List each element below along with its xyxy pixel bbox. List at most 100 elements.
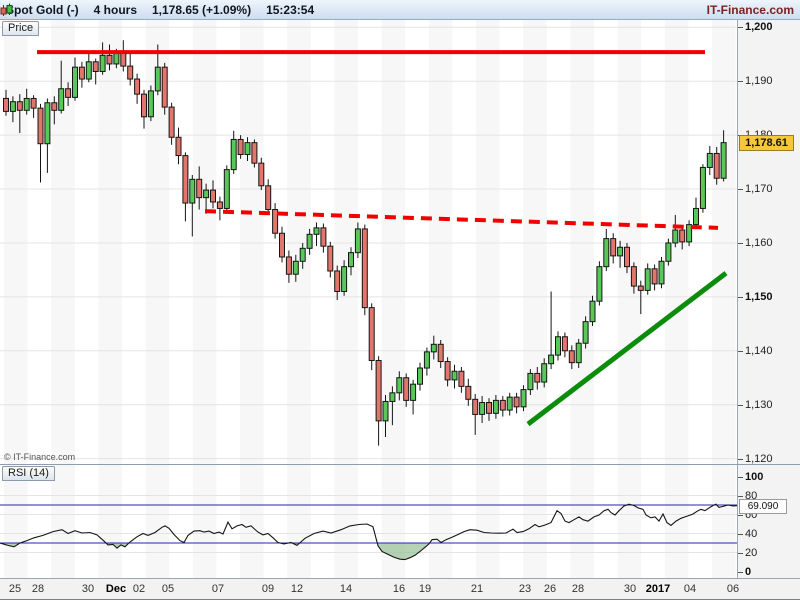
timeframe-label: 4 hours (93, 2, 137, 17)
bullish-candle (306, 233, 313, 249)
bearish-candle (106, 54, 113, 65)
day-stripe (240, 20, 264, 464)
bearish-candle (210, 189, 216, 203)
day-stripe (476, 20, 500, 464)
axis-tick (738, 458, 743, 460)
bearish-candle (458, 370, 465, 387)
rsi-indicator-plot[interactable] (0, 465, 737, 578)
day-stripe (570, 465, 594, 578)
bullish-candle (203, 189, 210, 199)
day-stripe (617, 465, 642, 578)
time-axis-label: 06 (726, 583, 740, 595)
bearish-candle (679, 229, 686, 243)
bearish-candle (568, 350, 575, 364)
bullish-candle (430, 343, 437, 353)
bullish-candle (699, 166, 706, 209)
day-stripe (51, 465, 75, 578)
bearish-candle (630, 266, 637, 287)
day-stripe (428, 465, 453, 578)
time-axis-label: 26 (543, 583, 557, 595)
bearish-candle (437, 343, 444, 363)
bearish-candle (182, 155, 189, 204)
bullish-candle (58, 88, 65, 111)
bullish-candle (154, 66, 161, 92)
bearish-candle (120, 52, 127, 67)
bearish-candle (175, 136, 182, 157)
bearish-candle (272, 209, 279, 234)
bearish-candle (3, 97, 9, 112)
bullish-candle (665, 242, 672, 262)
brand-link[interactable]: IT-Finance.com (706, 2, 794, 17)
bullish-candle (382, 400, 389, 422)
bearish-candle (92, 61, 99, 72)
time-axis-label: 04 (683, 583, 697, 595)
price-chart-plot[interactable] (0, 20, 737, 464)
candlestick-icon (0, 3, 13, 16)
day-stripe (712, 465, 736, 578)
top-bar: Spot Gold (-) 4 hours 1,178.65 (+1.09%) … (0, 0, 800, 20)
bullish-candle (451, 370, 458, 381)
bearish-candle (237, 138, 244, 156)
bearish-candle (258, 162, 265, 187)
axis-tick (738, 552, 743, 554)
bearish-candle (285, 256, 292, 275)
bullish-candle (541, 363, 548, 383)
ascending-support-trendline[interactable] (526, 271, 728, 427)
rsi-axis-label: 40 (745, 527, 758, 540)
bullish-candle (527, 372, 534, 391)
bearish-candle (624, 246, 630, 268)
bullish-candle (589, 300, 596, 323)
bullish-candle (389, 392, 396, 402)
bullish-candle (617, 246, 624, 257)
bullish-candle (686, 224, 693, 243)
rsi-line (0, 503, 737, 561)
bearish-candle (141, 93, 147, 118)
bullish-candle (99, 54, 106, 72)
bullish-candle (644, 268, 651, 291)
descending-dashed-trendline[interactable] (204, 209, 719, 230)
day-stripe (523, 20, 547, 464)
time-axis-label: 30 (623, 583, 637, 595)
bearish-candle (37, 107, 44, 145)
day-stripe (4, 465, 28, 578)
panel-divider[interactable] (0, 464, 800, 465)
bullish-candle (341, 266, 348, 292)
price-axis-label: 1,120 (745, 452, 773, 465)
tab-price[interactable]: Price (2, 21, 40, 36)
time-axis-label: 2017 (645, 583, 671, 595)
day-stripe (98, 465, 122, 578)
rsi-axis-label: 100 (745, 470, 764, 483)
right-price-axis-column[interactable] (737, 20, 800, 578)
bullish-candle (706, 152, 713, 168)
bearish-candle (65, 88, 72, 98)
instrument-name: Spot Gold (-) (6, 2, 79, 17)
bearish-candle (16, 101, 23, 111)
bullish-candle (603, 238, 610, 268)
bearish-candle (279, 232, 285, 258)
bullish-candle (520, 389, 527, 408)
bearish-candle (375, 359, 382, 422)
bearish-candle (444, 361, 451, 381)
day-stripe (240, 465, 264, 578)
bearish-candle (713, 152, 720, 179)
bearish-candle (320, 227, 327, 247)
copyright-watermark: © IT-Finance.com (4, 452, 76, 462)
tab-rsi[interactable]: RSI (14) (2, 466, 55, 481)
day-stripe (287, 20, 311, 464)
bullish-candle (555, 336, 561, 356)
bullish-candle (292, 260, 299, 275)
bearish-candle (216, 201, 223, 209)
price-axis-label: 1,200 (745, 21, 773, 34)
bearish-candle (251, 142, 258, 164)
time-axis-label: 05 (161, 583, 175, 595)
bullish-candle (410, 383, 417, 401)
bullish-candle (720, 142, 727, 179)
price-axis-label: 1,140 (745, 344, 773, 357)
bullish-candle (223, 169, 230, 209)
bearish-candle (134, 78, 141, 95)
bullish-candle (189, 178, 196, 204)
bullish-candle (354, 228, 361, 254)
clock-time: 15:23:54 (266, 2, 315, 17)
bullish-candle (582, 321, 589, 344)
